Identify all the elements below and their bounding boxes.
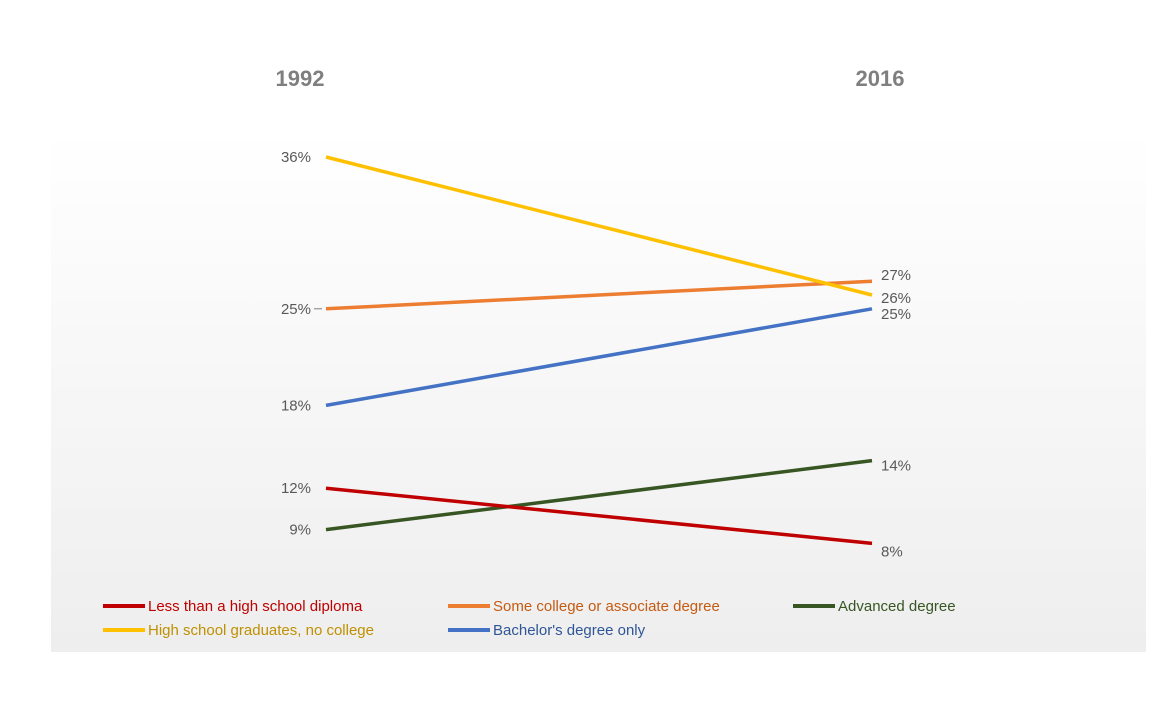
value-label-start-some-college-or-associate-degree: 25% [281,301,311,318]
value-label-start-high-school-graduates-no-college: 36% [281,149,311,166]
value-labels: 12% 36% 25% 18% 9% 8% 26% 27% 25% 14% [281,149,911,560]
series-layer [325,155,873,546]
value-label-end-high-school-graduates-no-college: 26% [881,290,911,307]
legend-label-high-school-graduates-no-college: High school graduates, no college [148,622,374,639]
plot-background [51,130,1146,652]
series-line-some-college-or-associate-degree [325,279,873,311]
value-label-start-advanced-degree: 9% [289,522,311,539]
x-label-end: 2016 [856,66,905,91]
series-line-high-school-graduates-no-college [325,155,873,297]
legend-label-bachelor-s-degree-only: Bachelor's degree only [493,622,646,639]
legend-label-less-than-a-high-school-diploma: Less than a high school diploma [148,598,363,615]
legend: Less than a high school diploma High scho… [103,598,956,639]
legend-label-advanced-degree: Advanced degree [838,598,956,615]
value-label-end-bachelor-s-degree-only: 25% [881,306,911,323]
x-label-start: 1992 [276,66,325,91]
value-label-end-advanced-degree: 14% [881,458,911,475]
series-line-advanced-degree [325,458,873,532]
legend-label-some-college-or-associate-degree: Some college or associate degree [493,598,720,615]
value-label-end-less-than-a-high-school-diploma: 8% [881,543,903,560]
value-label-end-some-college-or-associate-degree: 27% [881,267,911,284]
value-label-start-bachelor-s-degree-only: 18% [281,397,311,414]
value-label-start-less-than-a-high-school-diploma: 12% [281,480,311,497]
series-line-bachelor-s-degree-only [325,307,873,408]
series-line-less-than-a-high-school-diploma [325,486,873,546]
